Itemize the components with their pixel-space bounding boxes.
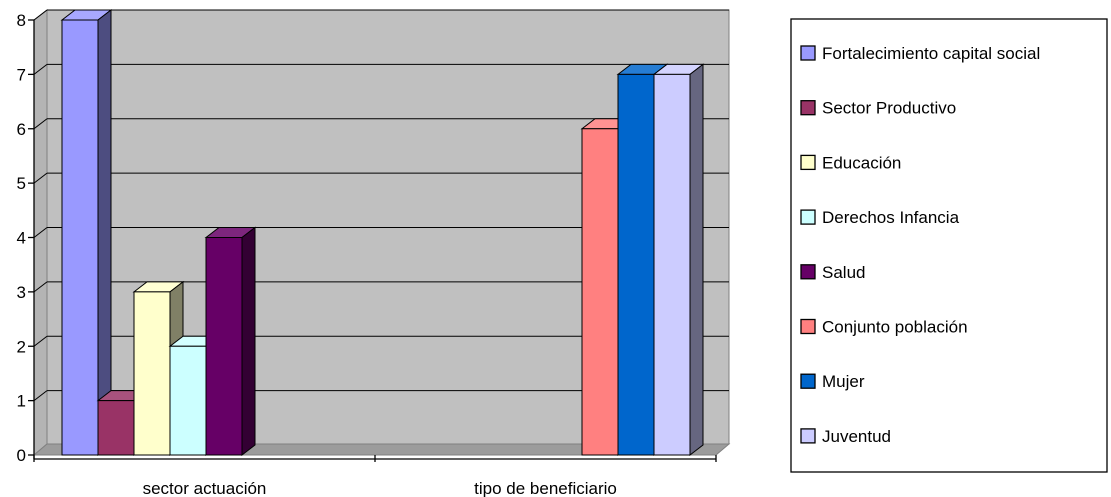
gridline-depth bbox=[33, 63, 48, 75]
gridline-depth bbox=[33, 281, 48, 293]
legend-label: Mujer bbox=[822, 372, 865, 391]
bar bbox=[204, 226, 257, 457]
y-tick-label: 7 bbox=[17, 65, 26, 84]
legend-label: Salud bbox=[822, 263, 865, 282]
legend-label: Juventud bbox=[822, 427, 891, 446]
y-tick-label: 4 bbox=[17, 229, 26, 248]
legend-swatch bbox=[800, 154, 816, 171]
legend-item: Mujer bbox=[800, 372, 865, 391]
bar bbox=[60, 8, 113, 457]
y-tick-label: 2 bbox=[17, 337, 26, 356]
legend-swatch bbox=[800, 373, 816, 389]
legend-item: Juventud bbox=[800, 427, 891, 446]
bar-side bbox=[97, 8, 112, 457]
legend-label: Sector Productivo bbox=[822, 99, 956, 118]
legend-label: Educación bbox=[822, 153, 901, 172]
bar-front bbox=[133, 291, 171, 456]
legend-swatch bbox=[800, 264, 816, 280]
gridline-depth bbox=[33, 390, 48, 402]
legend-label: Conjunto población bbox=[822, 318, 968, 337]
legend-swatch bbox=[800, 428, 816, 444]
bar-front bbox=[97, 400, 135, 456]
legend-swatch bbox=[800, 209, 816, 225]
y-tick-label: 8 bbox=[17, 11, 26, 30]
x-tick-label: sector actuación bbox=[143, 479, 267, 497]
legend-item: Derechos Infancia bbox=[800, 208, 960, 227]
bar-front bbox=[169, 345, 207, 456]
bar-front bbox=[205, 237, 243, 456]
x-tick-label: tipo de beneficiario bbox=[474, 479, 617, 497]
bar-side bbox=[241, 226, 256, 457]
legend-swatch bbox=[800, 318, 816, 335]
legend-item: Conjunto población bbox=[800, 318, 968, 337]
gridline-depth bbox=[33, 172, 48, 184]
bar bbox=[652, 63, 705, 457]
bar-front bbox=[617, 73, 655, 456]
bar-side bbox=[689, 63, 704, 457]
legend-label: Derechos Infancia bbox=[822, 208, 960, 227]
y-tick-label: 6 bbox=[17, 120, 26, 139]
legend-swatch bbox=[800, 45, 816, 61]
legend: Fortalecimiento capital social Sector Pro… bbox=[800, 44, 1040, 446]
legend-item: Salud bbox=[800, 263, 865, 282]
gridline-depth bbox=[33, 227, 48, 238]
bar-front bbox=[61, 19, 99, 456]
legend-label: Fortalecimiento capital social bbox=[822, 44, 1040, 63]
legend-item: Educación bbox=[800, 153, 901, 172]
gridline-depth bbox=[33, 335, 48, 347]
gridline-depth bbox=[33, 118, 48, 130]
legend-swatch bbox=[800, 100, 816, 116]
bars bbox=[60, 8, 705, 457]
legend-item: Fortalecimiento capital social bbox=[800, 44, 1040, 63]
y-tick-label: 5 bbox=[17, 174, 26, 193]
y-tick-label: 0 bbox=[17, 446, 26, 465]
bar-front bbox=[581, 128, 619, 456]
x-axis-ticks: sector actuación tipo de beneficiario bbox=[33, 455, 717, 497]
legend-box bbox=[790, 18, 1108, 473]
y-tick-label: 3 bbox=[17, 283, 26, 302]
gridline-depth bbox=[33, 9, 48, 21]
legend-item: Sector Productivo bbox=[800, 99, 956, 118]
y-tick-label: 1 bbox=[17, 392, 26, 411]
y-axis-ticks: 0 1 2 3 4 5 6 7 8 bbox=[17, 11, 34, 465]
bar-front bbox=[653, 73, 691, 456]
